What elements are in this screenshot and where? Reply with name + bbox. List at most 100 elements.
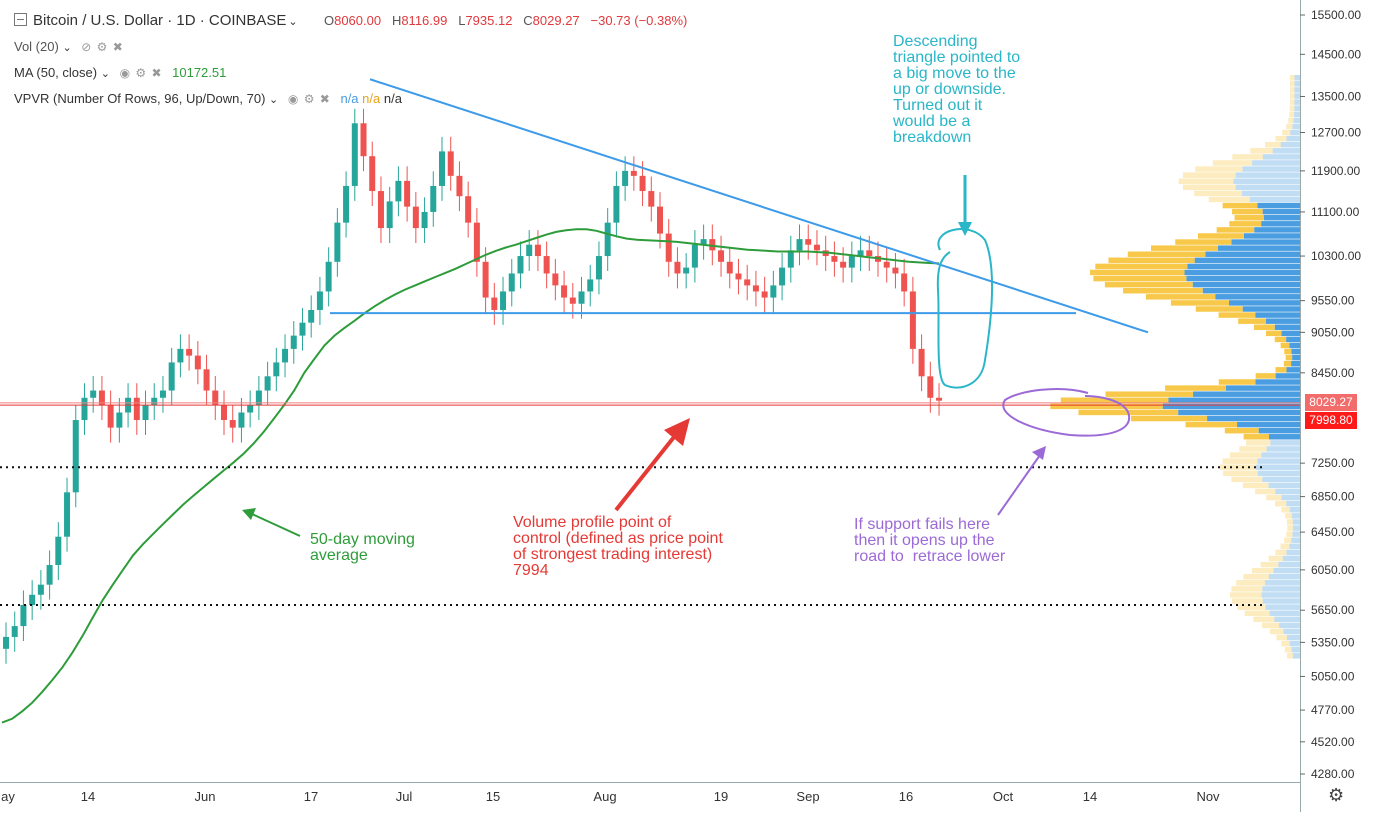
candle-body: [761, 291, 768, 298]
vp-up-bar: [1243, 233, 1300, 239]
vp-up-bar: [1294, 105, 1300, 111]
vp-up-bar: [1289, 507, 1300, 513]
indicator-buttons[interactable]: ◉ ⚙ ✖: [119, 66, 163, 80]
candle-body: [805, 239, 812, 245]
vp-up-bar: [1270, 440, 1300, 446]
candle-body: [578, 291, 585, 304]
candle-body: [325, 261, 332, 292]
vp-up-bar: [1286, 549, 1300, 556]
vp-up-bar: [1184, 269, 1300, 276]
vp-down-bar: [1275, 549, 1287, 556]
moving-average: [1, 228, 940, 724]
candle-body: [159, 390, 166, 398]
volume-indicator-label: Vol (20): [14, 39, 59, 54]
chevron-down-icon[interactable]: ⌄: [62, 42, 72, 54]
candle-body: [238, 412, 245, 428]
vp-down-bar: [1182, 172, 1236, 178]
vp-up-bar: [1225, 385, 1300, 391]
vp-up-bar: [1235, 184, 1300, 191]
vp-down-bar: [1185, 421, 1238, 428]
vp-down-bar: [1255, 373, 1276, 379]
vp-down-bar: [1280, 342, 1290, 349]
candle-body: [482, 261, 489, 298]
vp-up-bar: [1257, 470, 1300, 477]
indicator-buttons[interactable]: ⊘ ⚙ ✖: [81, 40, 124, 54]
vpvr-indicator-label: VPVR (Number Of Rows, 96, Up/Down, 70): [14, 91, 266, 106]
vp-down-bar: [1288, 117, 1294, 124]
vp-up-bar: [1291, 646, 1300, 653]
vp-down-bar: [1287, 525, 1294, 531]
candle-body: [508, 273, 515, 292]
vp-down-bar: [1286, 531, 1293, 537]
vp-up-bar: [1218, 245, 1300, 251]
vp-up-bar: [1292, 531, 1300, 537]
time-axis[interactable]: [0, 782, 1300, 813]
vp-up-bar: [1292, 123, 1300, 130]
candle-body: [927, 376, 934, 398]
vpvr-legend[interactable]: VPVR (Number Of Rows, 96, Up/Down, 70) ⌄…: [14, 91, 402, 106]
volume-legend[interactable]: Vol (20) ⌄ ⊘ ⚙ ✖: [14, 39, 130, 54]
vp-down-bar: [1283, 361, 1292, 367]
vp-up-bar: [1205, 251, 1300, 257]
vp-down-bar: [1289, 93, 1295, 99]
vp-up-bar: [1202, 287, 1300, 294]
candle-body: [604, 222, 611, 257]
vp-up-bar: [1291, 537, 1300, 543]
support-annotation: If support fails here then it opens up t…: [854, 516, 1006, 565]
candle-body: [561, 285, 568, 298]
vp-down-bar: [1268, 555, 1283, 562]
candle-body: [883, 261, 890, 268]
vp-down-bar: [1230, 592, 1262, 598]
collapse-icon[interactable]: [14, 13, 27, 26]
symbol-legend[interactable]: Bitcoin / U.S. Dollar · 1D · COINBASE ⌄ O…: [14, 12, 687, 29]
candle-body: [395, 180, 402, 202]
chevron-down-icon[interactable]: ⌄: [269, 94, 279, 106]
symbol-title[interactable]: Bitcoin / U.S. Dollar · 1D · COINBASE: [33, 12, 287, 29]
vp-up-bar: [1255, 379, 1300, 385]
vp-down-bar: [1253, 616, 1275, 623]
indicator-buttons[interactable]: ◉ ⚙ ✖: [287, 92, 331, 106]
vp-down-bar: [1264, 141, 1281, 148]
candle-body: [412, 206, 419, 229]
vp-up-bar: [1252, 160, 1300, 166]
candle-body: [744, 279, 751, 286]
candle-body: [595, 256, 602, 280]
vp-down-bar: [1289, 87, 1295, 93]
settings-gear-icon[interactable]: ⚙: [1328, 785, 1345, 805]
breakdown-highlight-loop: [936, 228, 994, 389]
candle-body: [255, 390, 262, 406]
candle-body: [351, 123, 358, 186]
candle-body: [787, 250, 794, 268]
vp-down-bar: [1232, 208, 1263, 215]
vp-up-bar: [1294, 99, 1300, 105]
candle-body: [718, 250, 725, 262]
vp-down-bar: [1284, 537, 1292, 543]
vp-up-bar: [1269, 610, 1300, 616]
open-value: 8060.00: [334, 13, 382, 28]
vp-down-bar: [1170, 300, 1230, 306]
candle-body: [186, 348, 193, 356]
vp-up-bar: [1186, 275, 1300, 282]
ma-legend[interactable]: MA (50, close) ⌄ ◉ ⚙ ✖ 10172.51: [14, 65, 226, 80]
vp-down-bar: [1274, 336, 1287, 343]
vp-up-bar: [1275, 373, 1300, 379]
support-arrow-head: [1032, 446, 1046, 460]
candle-body: [683, 267, 690, 274]
vp-down-bar: [1232, 154, 1263, 160]
vp-down-bar: [1239, 446, 1267, 452]
candle-body: [901, 273, 908, 292]
vp-up-bar: [1261, 592, 1300, 598]
candle-body: [64, 492, 71, 537]
vp-down-bar: [1255, 488, 1276, 495]
vp-down-bar: [1286, 123, 1293, 130]
vp-up-bar: [1286, 367, 1300, 373]
candle-body: [831, 256, 838, 262]
support-arrow-shaft: [997, 454, 1041, 516]
vp-down-bar: [1275, 500, 1287, 507]
candle-body: [334, 222, 341, 262]
chevron-down-icon[interactable]: ⌄: [288, 16, 298, 28]
vp-down-bar: [1276, 634, 1288, 641]
open-label: O: [323, 13, 335, 28]
chevron-down-icon[interactable]: ⌄: [100, 68, 110, 80]
